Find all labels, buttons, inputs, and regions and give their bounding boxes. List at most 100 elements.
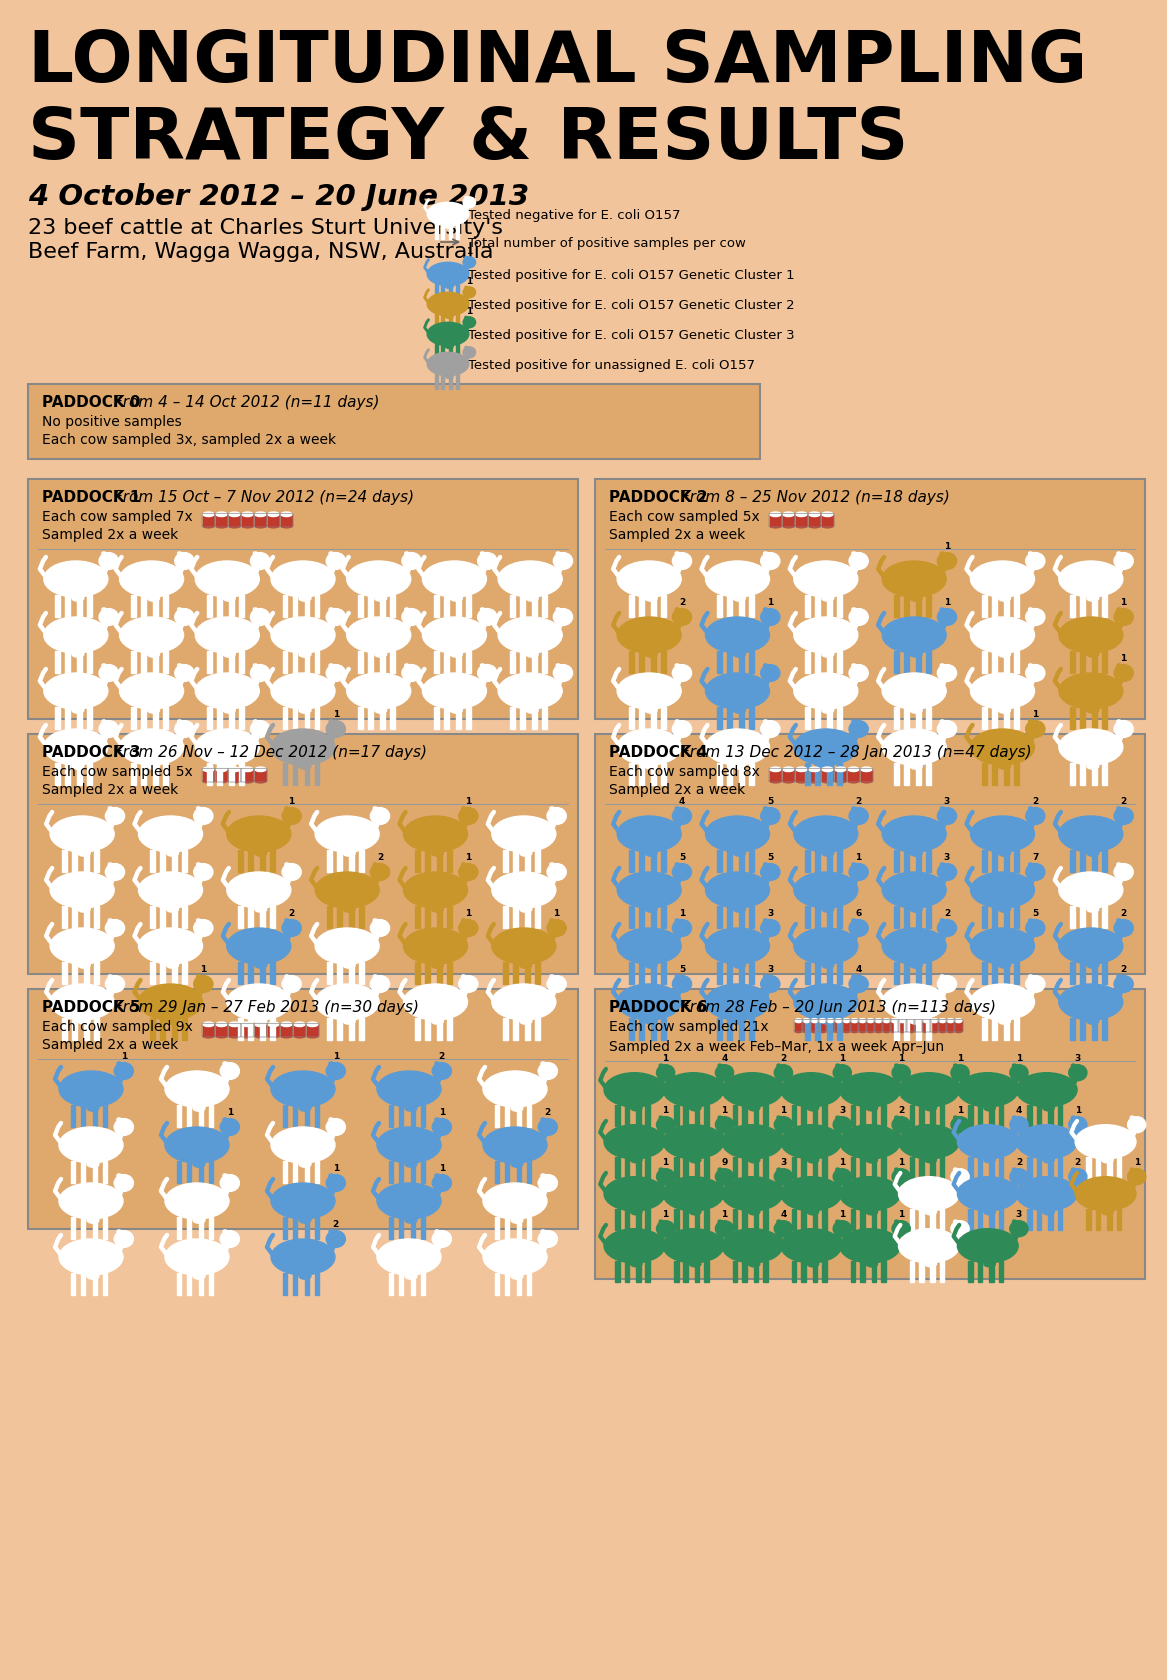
Polygon shape: [671, 564, 683, 578]
Bar: [466, 596, 470, 618]
Bar: [92, 1218, 97, 1240]
Bar: [399, 1161, 404, 1183]
Bar: [449, 316, 452, 329]
Ellipse shape: [672, 721, 692, 738]
Polygon shape: [1008, 1075, 1020, 1089]
Bar: [1070, 963, 1075, 984]
Bar: [629, 652, 634, 674]
Bar: [763, 1158, 768, 1178]
Ellipse shape: [50, 929, 114, 964]
Bar: [894, 907, 899, 929]
Text: 3: 3: [781, 1158, 787, 1166]
Text: 5: 5: [767, 796, 774, 806]
Ellipse shape: [794, 561, 858, 598]
Polygon shape: [369, 820, 382, 833]
Ellipse shape: [459, 921, 478, 937]
FancyBboxPatch shape: [595, 990, 1145, 1278]
Ellipse shape: [147, 764, 160, 769]
Bar: [315, 1105, 320, 1127]
Ellipse shape: [1117, 864, 1123, 869]
Bar: [742, 1105, 747, 1126]
Bar: [399, 1218, 404, 1240]
Text: 1: 1: [899, 1158, 904, 1166]
Ellipse shape: [617, 816, 682, 852]
Ellipse shape: [114, 1174, 133, 1191]
Bar: [519, 596, 524, 618]
Bar: [983, 707, 987, 729]
Bar: [415, 963, 420, 984]
Polygon shape: [462, 324, 470, 334]
Text: 1: 1: [663, 1053, 669, 1063]
Bar: [151, 850, 155, 872]
Ellipse shape: [459, 976, 478, 993]
Bar: [526, 1273, 531, 1295]
Ellipse shape: [734, 764, 746, 769]
Bar: [838, 652, 843, 674]
Ellipse shape: [899, 1126, 959, 1159]
Bar: [282, 652, 287, 674]
Bar: [1092, 596, 1097, 618]
Bar: [615, 1210, 620, 1230]
Ellipse shape: [953, 1117, 959, 1121]
Ellipse shape: [774, 1221, 792, 1236]
Bar: [838, 707, 843, 729]
Bar: [805, 850, 810, 872]
Bar: [327, 1018, 331, 1040]
Text: 3: 3: [944, 796, 950, 806]
Bar: [447, 963, 452, 984]
Bar: [131, 763, 137, 786]
Ellipse shape: [347, 674, 411, 709]
Ellipse shape: [435, 1119, 441, 1122]
Ellipse shape: [139, 872, 203, 909]
Ellipse shape: [794, 984, 858, 1020]
Ellipse shape: [282, 864, 301, 880]
Ellipse shape: [836, 1020, 843, 1023]
Bar: [141, 652, 146, 674]
Bar: [999, 1210, 1004, 1230]
Ellipse shape: [254, 963, 267, 969]
Ellipse shape: [268, 1035, 279, 1038]
Polygon shape: [324, 1186, 337, 1200]
Bar: [203, 769, 214, 781]
Polygon shape: [848, 677, 860, 689]
Bar: [151, 963, 155, 984]
Bar: [827, 1018, 832, 1040]
Ellipse shape: [221, 1119, 239, 1136]
Ellipse shape: [477, 553, 497, 570]
Bar: [717, 963, 722, 984]
Ellipse shape: [281, 524, 292, 529]
Ellipse shape: [971, 816, 1034, 852]
Bar: [916, 1018, 921, 1040]
Ellipse shape: [196, 976, 202, 979]
Ellipse shape: [645, 963, 657, 969]
Ellipse shape: [984, 1158, 995, 1163]
Text: 3: 3: [1075, 1053, 1081, 1063]
Text: 1: 1: [120, 1052, 127, 1060]
Bar: [916, 707, 921, 729]
Ellipse shape: [957, 1230, 1018, 1263]
Bar: [62, 963, 67, 984]
Ellipse shape: [1117, 976, 1123, 979]
Ellipse shape: [676, 864, 680, 869]
Text: LONGITUDINAL SAMPLING: LONGITUDINAL SAMPLING: [28, 29, 1088, 97]
Text: 2: 2: [899, 1105, 904, 1116]
Bar: [315, 596, 320, 618]
Bar: [990, 1158, 994, 1178]
Bar: [694, 1210, 699, 1230]
Ellipse shape: [617, 561, 682, 598]
Polygon shape: [219, 1131, 231, 1144]
Polygon shape: [714, 1179, 726, 1193]
Ellipse shape: [327, 1119, 345, 1136]
Bar: [860, 1105, 865, 1126]
Ellipse shape: [422, 674, 487, 709]
Bar: [684, 1105, 689, 1126]
Ellipse shape: [809, 524, 820, 529]
Bar: [802, 1105, 805, 1126]
Ellipse shape: [1071, 1117, 1077, 1121]
Bar: [827, 850, 832, 872]
Polygon shape: [1068, 1075, 1079, 1089]
Ellipse shape: [1028, 665, 1034, 669]
Bar: [399, 1273, 404, 1295]
Polygon shape: [552, 677, 564, 689]
Ellipse shape: [937, 665, 957, 682]
